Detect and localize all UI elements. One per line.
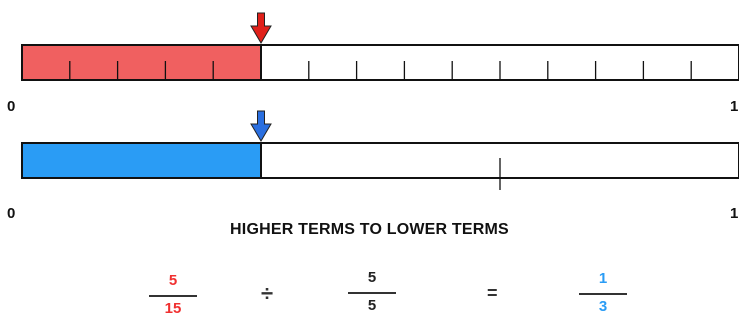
divide-operator: ÷ [261,281,274,306]
fraction-denominator: 5 [367,297,377,314]
diagram-title: HIGHER TERMS TO LOWER TERMS [230,221,509,238]
top-bar-ticks [69,45,692,80]
top-bar-outline [21,44,739,81]
equals-sign: = [487,283,498,303]
bottom-fraction-bar [21,110,739,190]
bottom-bar-shaded-portion [22,143,261,178]
fraction-line [149,295,197,297]
bottom-bar-start-label: 0 [7,205,16,222]
fraction-numerator: 1 [598,270,608,287]
bottom-bar-end-label: 1 [730,205,739,222]
fraction-numerator: 5 [168,272,178,289]
bottom-bar-ticks [260,143,501,190]
bottom-bar-outline [21,142,739,179]
top-bar-shaded-portion [22,45,261,80]
top-fraction-bar [21,12,739,81]
fraction-line [348,292,396,294]
fraction-higher-terms: 5 15 [143,271,203,319]
top-bar-end-label: 1 [730,98,739,115]
red-down-arrow-icon [250,12,272,44]
top-bar-start-label: 0 [7,98,16,115]
fraction-divisor: 5 5 [342,268,402,316]
fraction-line [579,293,627,295]
blue-down-arrow-icon [250,110,272,142]
fraction-denominator: 3 [598,298,608,315]
fraction-denominator: 15 [164,300,182,317]
fraction-numerator: 5 [367,269,377,286]
fraction-lower-terms: 1 3 [573,269,633,317]
